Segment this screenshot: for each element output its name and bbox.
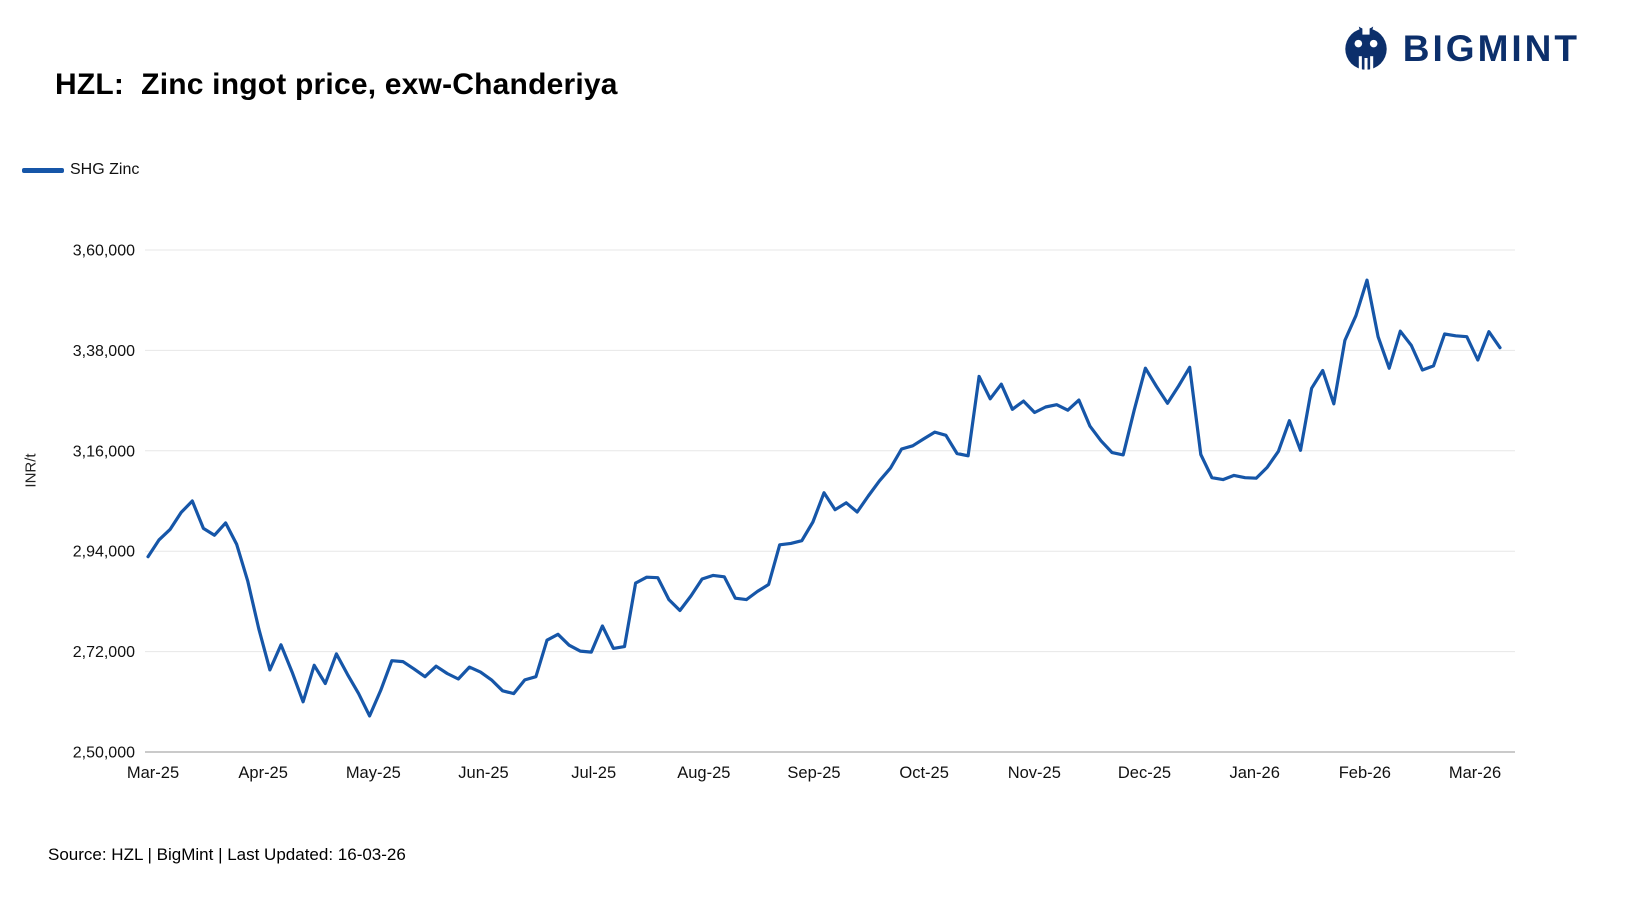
svg-text:2,72,000: 2,72,000: [73, 644, 135, 661]
svg-text:3,16,000: 3,16,000: [73, 443, 135, 460]
svg-text:Mar-25: Mar-25: [127, 764, 179, 782]
svg-text:Jun-25: Jun-25: [458, 764, 508, 782]
svg-text:3,60,000: 3,60,000: [73, 243, 135, 260]
svg-text:Aug-25: Aug-25: [677, 764, 730, 782]
svg-text:Apr-25: Apr-25: [238, 764, 288, 782]
svg-text:Sep-25: Sep-25: [787, 764, 840, 782]
source-note: Source: HZL | BigMint | Last Updated: 16…: [48, 845, 406, 864]
svg-text:Jul-25: Jul-25: [571, 764, 616, 782]
svg-text:May-25: May-25: [346, 764, 401, 782]
svg-text:3,38,000: 3,38,000: [73, 343, 135, 360]
chart-title: HZL: Zinc ingot price, exw-Chanderiya: [55, 68, 618, 101]
svg-text:Nov-25: Nov-25: [1008, 764, 1061, 782]
svg-text:Jan-26: Jan-26: [1229, 764, 1279, 782]
svg-text:Oct-25: Oct-25: [899, 764, 949, 782]
legend: SHG Zinc: [22, 161, 139, 179]
zinc-price-line-chart: 2,50,000 2,72,000 2,94,000 3,16,000 3,38,000…: [73, 243, 1515, 782]
svg-text:Mar-26: Mar-26: [1449, 764, 1501, 782]
legend-label: SHG Zinc: [70, 161, 140, 178]
svg-text:2,94,000: 2,94,000: [73, 544, 135, 561]
svg-text:2,50,000: 2,50,000: [73, 745, 135, 762]
bigmint-logo: BIGMINT: [1339, 22, 1580, 76]
bigmint-logo-icon: [1345, 25, 1387, 74]
bigmint-logo-text: BIGMINT: [1402, 28, 1580, 69]
svg-text:Dec-25: Dec-25: [1118, 764, 1171, 782]
svg-text:Feb-26: Feb-26: [1339, 764, 1391, 782]
legend-line-swatch: [22, 167, 64, 173]
